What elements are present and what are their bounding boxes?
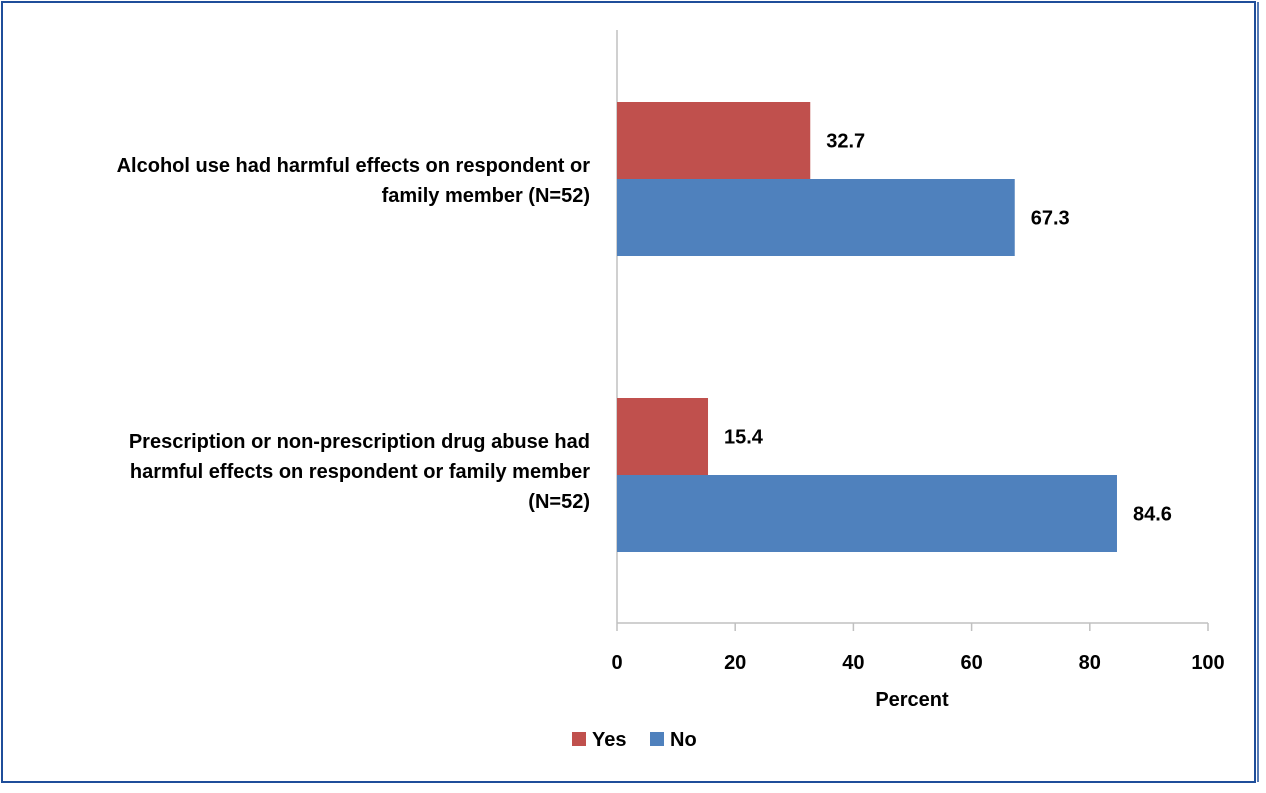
category-label-2-line-1: Prescription or non-prescription drug ab…	[129, 431, 590, 453]
data-label-yes-1: 32.7	[826, 131, 865, 153]
bar-yes-1	[617, 102, 811, 179]
category-label-2-line-2: harmful effects on respondent or family …	[130, 461, 590, 483]
bar-no-2	[617, 475, 1117, 552]
x-axis-title: Percent	[875, 689, 949, 711]
chart-border	[1, 1, 1256, 783]
legend-swatch-yes	[572, 732, 586, 746]
category-label-1-line-1: Alcohol use had harmful effects on respo…	[117, 155, 591, 177]
x-tick-label: 80	[1079, 652, 1101, 674]
bar-yes-2	[617, 398, 709, 475]
x-tick-label: 100	[1191, 652, 1224, 674]
category-label-1-line-2: family member (N=52)	[382, 185, 590, 207]
x-tick-label: 40	[842, 652, 864, 674]
x-tick-label: 0	[611, 652, 622, 674]
bar-no-1	[617, 179, 1015, 256]
data-label-no-1: 67.3	[1031, 208, 1070, 230]
category-label-2-line-3: (N=52)	[528, 491, 590, 513]
x-tick-label: 20	[724, 652, 746, 674]
legend-swatch-no	[650, 732, 664, 746]
legend-label-no: No	[670, 729, 697, 751]
data-label-yes-2: 15.4	[724, 427, 764, 449]
x-tick-label: 60	[960, 652, 982, 674]
data-label-no-2: 84.6	[1133, 504, 1172, 526]
legend-label-yes: Yes	[592, 729, 626, 751]
